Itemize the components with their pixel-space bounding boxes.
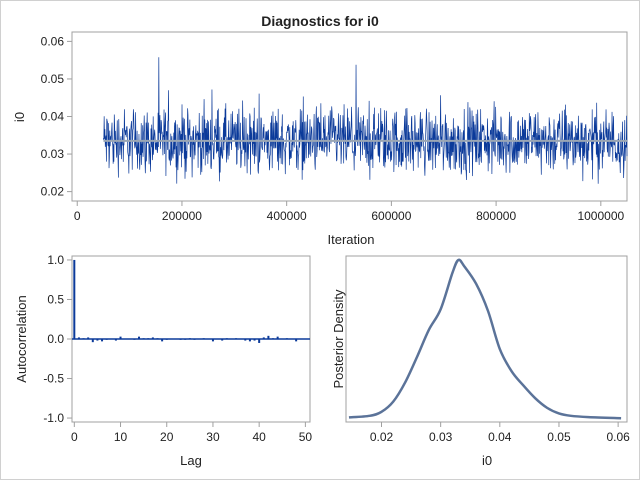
acf-bar xyxy=(138,336,141,339)
chart-title: Diagnostics for i0 xyxy=(261,13,379,29)
trace-xtick-label: 600000 xyxy=(371,209,411,223)
acf-bar xyxy=(244,339,247,341)
acf-bar xyxy=(73,259,76,339)
acf-bar xyxy=(281,339,284,340)
density-xlabel: i0 xyxy=(482,453,492,468)
acf-bar xyxy=(235,338,238,339)
density-ylabel: Posterior Density xyxy=(331,289,346,388)
acf-bar xyxy=(225,338,228,339)
acf-xtick-label: 10 xyxy=(114,430,128,444)
acf-bar xyxy=(165,339,168,340)
density-xtick-label: 0.03 xyxy=(429,430,453,444)
acf-xtick-label: 40 xyxy=(252,430,266,444)
acf-bar xyxy=(248,339,251,342)
trace-xtick-label: 1000000 xyxy=(577,209,624,223)
density-frame xyxy=(345,255,628,423)
acf-bar xyxy=(193,339,196,340)
acf-bar xyxy=(216,339,219,340)
acf-bar xyxy=(299,339,302,340)
trace-ytick-label: 0.02 xyxy=(41,185,65,199)
trace-frame xyxy=(71,31,628,202)
trace-xtick-label: 0 xyxy=(74,209,81,223)
autocorrelation-panel: 0 10 20 30 40 50 1.0 0.5 0.0 -0.5 -1.0 Lag Autocor… xyxy=(14,253,312,468)
acf-ytick-label: 1.0 xyxy=(47,253,64,267)
acf-bar xyxy=(87,337,90,339)
acf-bar xyxy=(96,339,99,341)
acf-bar xyxy=(267,335,270,339)
acf-bar xyxy=(77,337,80,339)
acf-ytick-label: -1.0 xyxy=(43,411,64,425)
trace-ylabel: i0 xyxy=(12,112,27,122)
acf-bar xyxy=(188,338,191,339)
acf-bar xyxy=(198,339,201,340)
acf-ytick-label: -0.5 xyxy=(43,372,64,386)
acf-xtick-label: 50 xyxy=(299,430,313,444)
acf-bar xyxy=(184,339,187,340)
acf-bar xyxy=(276,336,279,339)
trace-xtick-label: 400000 xyxy=(267,209,307,223)
acf-bar xyxy=(101,339,104,342)
acf-bar xyxy=(221,339,224,341)
trace-ytick-label: 0.04 xyxy=(41,110,65,124)
density-xtick-label: 0.02 xyxy=(370,430,394,444)
acf-bar xyxy=(174,339,177,340)
acf-xtick-label: 20 xyxy=(160,430,174,444)
acf-bar xyxy=(202,338,205,339)
acf-bar xyxy=(82,338,85,339)
acf-bar xyxy=(272,338,275,339)
trace-xtick-label: 800000 xyxy=(476,209,516,223)
acf-bar xyxy=(147,338,150,339)
trace-xtick-label: 200000 xyxy=(162,209,202,223)
acf-ytick-label: 0.5 xyxy=(47,292,64,306)
acf-bar xyxy=(262,337,265,339)
trace-ytick-label: 0.06 xyxy=(41,34,65,48)
acf-bar xyxy=(114,339,117,341)
acf-xtick-label: 0 xyxy=(71,430,78,444)
acf-ytick-label: 0.0 xyxy=(47,332,64,346)
acf-bar xyxy=(119,336,122,339)
density-xtick-label: 0.05 xyxy=(547,430,571,444)
acf-bar xyxy=(211,339,214,342)
acf-bar xyxy=(91,339,94,343)
acf-bar xyxy=(253,339,256,341)
acf-bar xyxy=(142,338,145,339)
acf-bar xyxy=(133,339,136,340)
acf-bar xyxy=(304,339,307,340)
trace-line xyxy=(103,57,628,184)
acf-xtick-label: 30 xyxy=(206,430,220,444)
trace-xlabel: Iteration xyxy=(328,232,375,247)
acf-bar xyxy=(124,339,127,340)
acf-bar xyxy=(161,339,164,342)
acf-bar xyxy=(290,339,293,340)
acf-bar xyxy=(156,338,159,339)
acf-bar xyxy=(179,339,182,340)
acf-bar xyxy=(170,339,173,340)
density-curve xyxy=(348,258,622,420)
acf-bar xyxy=(230,339,233,340)
acf-bar xyxy=(151,337,154,339)
acf-bar xyxy=(285,338,288,339)
acf-bar xyxy=(128,339,131,340)
density-xtick-label: 0.04 xyxy=(488,430,512,444)
trace-ytick-label: 0.03 xyxy=(41,147,65,161)
acf-bar xyxy=(295,339,298,342)
trace-ytick-label: 0.05 xyxy=(41,72,65,86)
acf-bar xyxy=(207,339,210,340)
trace-panel: 0 200000 400000 600000 800000 1000000 0.02 0.03… xyxy=(12,31,628,247)
density-xtick-label: 0.06 xyxy=(606,430,630,444)
acf-bar xyxy=(105,339,108,340)
acf-bar xyxy=(239,339,242,340)
acf-bar xyxy=(258,339,261,343)
density-panel: 0.02 0.03 0.04 0.05 0.06 i0 Posterior Densit… xyxy=(331,255,630,468)
acf-ylabel: Autocorrelation xyxy=(14,295,29,382)
acf-bar xyxy=(110,339,113,340)
acf-xlabel: Lag xyxy=(180,453,202,468)
